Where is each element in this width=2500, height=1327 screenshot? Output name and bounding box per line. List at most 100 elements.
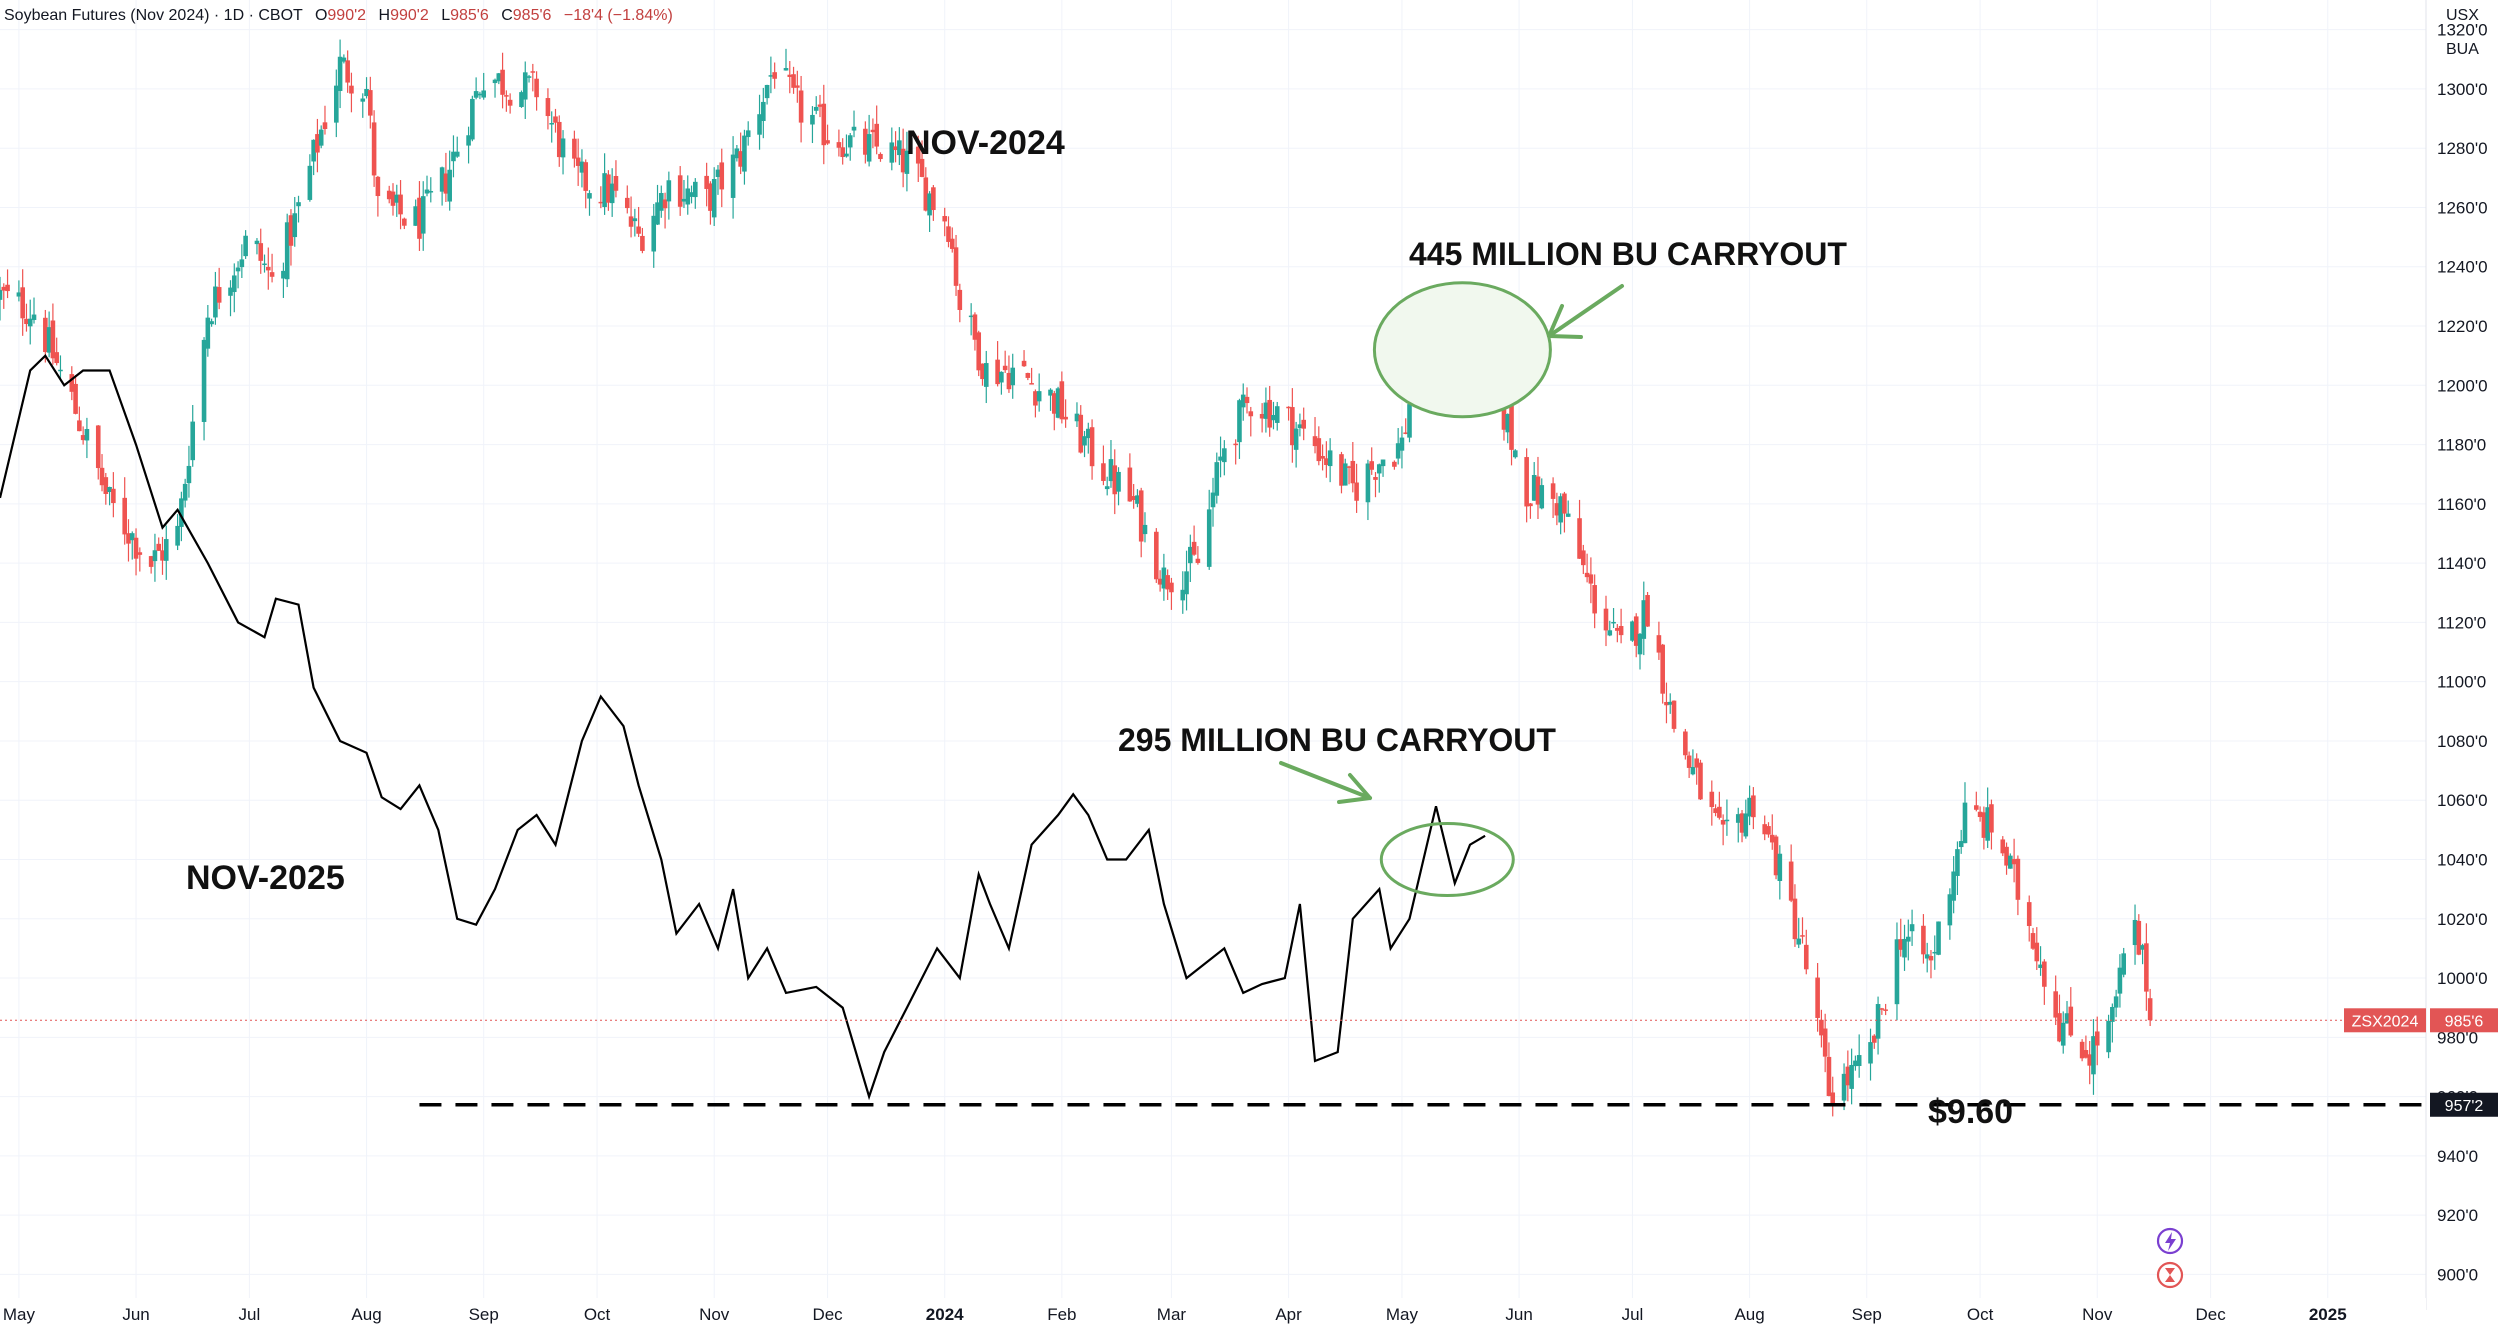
candle[interactable] (402, 217, 407, 230)
candle[interactable] (844, 134, 849, 158)
candle[interactable] (606, 170, 611, 211)
candle[interactable] (413, 199, 418, 226)
candle[interactable] (640, 227, 645, 254)
candle[interactable] (1853, 1055, 1858, 1071)
candle[interactable] (1630, 620, 1635, 642)
candle[interactable] (1513, 449, 1518, 459)
candle[interactable] (1006, 355, 1012, 393)
candle[interactable] (1116, 467, 1121, 506)
candle[interactable] (1407, 399, 1412, 443)
candle[interactable] (69, 366, 75, 401)
candle[interactable] (1535, 456, 1541, 520)
candle[interactable] (1562, 491, 1567, 533)
candle[interactable] (1792, 884, 1798, 947)
candle[interactable] (2079, 1039, 2085, 1062)
candle[interactable] (2011, 838, 2017, 883)
candle[interactable] (284, 213, 290, 288)
candle[interactable] (1683, 728, 1688, 760)
candle[interactable] (1845, 1050, 1851, 1102)
candle[interactable] (1237, 398, 1242, 459)
candle[interactable] (1233, 439, 1238, 465)
candle[interactable] (1059, 371, 1065, 424)
candle[interactable] (500, 52, 505, 109)
candle[interactable] (1856, 1034, 1862, 1078)
candle[interactable] (1403, 418, 1409, 435)
candle[interactable] (2060, 1011, 2066, 1054)
candle[interactable] (1342, 458, 1348, 486)
candle[interactable] (1, 283, 7, 309)
candle[interactable] (942, 207, 948, 237)
candle[interactable] (1777, 845, 1783, 900)
candle[interactable] (231, 263, 237, 313)
candle[interactable] (0, 276, 3, 321)
candle[interactable] (311, 139, 316, 176)
candle[interactable] (398, 180, 403, 230)
candle[interactable] (2091, 1019, 2096, 1095)
candle[interactable] (1932, 935, 1938, 970)
candle[interactable] (2121, 947, 2126, 978)
candle[interactable] (719, 148, 725, 208)
candle[interactable] (292, 196, 298, 247)
candle[interactable] (1531, 462, 1537, 501)
nov-2025-line[interactable] (0, 353, 1486, 1101)
candle[interactable] (1690, 749, 1696, 776)
candle[interactable] (2068, 987, 2074, 1038)
candle[interactable] (296, 195, 301, 223)
candle[interactable] (201, 337, 207, 441)
candle[interactable] (1709, 780, 1715, 826)
candle[interactable] (1078, 405, 1084, 454)
candle[interactable] (288, 209, 294, 266)
candle[interactable] (481, 72, 486, 100)
candle[interactable] (783, 48, 789, 71)
candle[interactable] (368, 76, 373, 129)
candle[interactable] (530, 63, 536, 92)
candle[interactable] (2057, 994, 2062, 1043)
candle[interactable] (919, 140, 925, 178)
candle[interactable] (677, 166, 683, 216)
candle[interactable] (2042, 959, 2047, 1005)
candle[interactable] (243, 230, 248, 259)
candle[interactable] (613, 160, 619, 198)
candle[interactable] (50, 303, 56, 365)
candle[interactable] (522, 61, 528, 119)
candle[interactable] (1320, 444, 1325, 471)
candle[interactable] (1686, 751, 1692, 778)
candle[interactable] (968, 303, 974, 336)
candle[interactable] (1769, 814, 1775, 850)
candle[interactable] (768, 56, 774, 94)
candle[interactable] (923, 167, 929, 212)
candle[interactable] (1036, 373, 1042, 412)
candle[interactable] (1951, 856, 1956, 914)
candle[interactable] (878, 152, 883, 162)
candle[interactable] (1611, 608, 1616, 629)
candle[interactable] (1101, 445, 1106, 486)
candle[interactable] (1112, 449, 1118, 515)
candle[interactable] (949, 227, 955, 253)
candle[interactable] (1974, 791, 1979, 812)
candle[interactable] (504, 90, 509, 112)
candle[interactable] (1312, 417, 1318, 454)
candle[interactable] (1188, 534, 1193, 582)
candle[interactable] (1365, 459, 1371, 521)
candle[interactable] (1633, 613, 1639, 658)
candle[interactable] (1618, 608, 1624, 644)
candle[interactable] (2015, 855, 2021, 916)
candle[interactable] (791, 66, 796, 94)
candle[interactable] (424, 175, 430, 197)
candle[interactable] (2083, 1035, 2089, 1059)
candle[interactable] (99, 454, 105, 492)
candle[interactable] (1290, 388, 1295, 463)
candle[interactable] (1297, 413, 1303, 437)
candle[interactable] (1063, 399, 1068, 428)
candle[interactable] (103, 472, 109, 505)
candle[interactable] (972, 312, 978, 351)
candle[interactable] (1327, 438, 1333, 483)
candle[interactable] (1380, 459, 1386, 477)
candle[interactable] (1195, 546, 1201, 565)
candle[interactable] (2110, 1003, 2115, 1043)
candle[interactable] (454, 136, 460, 158)
candle[interactable] (1849, 1048, 1854, 1105)
candle[interactable] (549, 111, 555, 143)
candle[interactable] (1955, 841, 1960, 896)
